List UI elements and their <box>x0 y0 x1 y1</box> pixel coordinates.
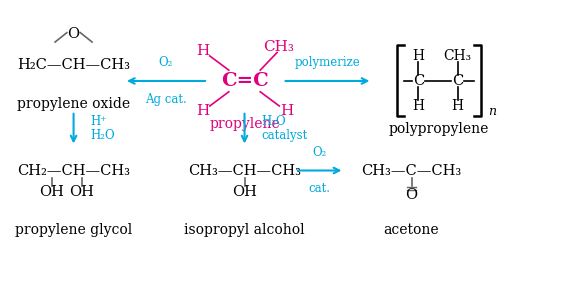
Text: O₂: O₂ <box>159 56 173 69</box>
Text: H: H <box>412 99 424 113</box>
Text: OH: OH <box>232 185 257 199</box>
Text: H: H <box>280 104 293 118</box>
Text: H₂O: H₂O <box>262 115 286 128</box>
Text: CH₃—CH—CH₃: CH₃—CH—CH₃ <box>188 164 301 177</box>
Text: propylene oxide: propylene oxide <box>17 97 130 111</box>
Text: Ag cat.: Ag cat. <box>145 93 187 106</box>
Text: isopropyl alcohol: isopropyl alcohol <box>184 223 305 237</box>
Text: polymerize: polymerize <box>295 56 360 69</box>
Text: H⁺: H⁺ <box>90 115 107 128</box>
Text: O: O <box>405 188 417 202</box>
Text: OH: OH <box>39 185 64 199</box>
Text: O: O <box>67 27 79 41</box>
Text: polypropylene: polypropylene <box>389 122 489 136</box>
Text: catalyst: catalyst <box>262 129 308 142</box>
Text: propylene: propylene <box>209 117 280 131</box>
Text: OH: OH <box>70 185 94 199</box>
Text: O₂: O₂ <box>312 146 327 158</box>
Text: CH₃: CH₃ <box>444 49 472 63</box>
Text: cat.: cat. <box>309 183 331 195</box>
Text: acetone: acetone <box>384 223 439 237</box>
Text: H: H <box>412 49 424 63</box>
Text: H₂C—CH—CH₃: H₂C—CH—CH₃ <box>17 58 130 72</box>
Text: propylene glycol: propylene glycol <box>15 223 132 237</box>
Text: H₂O: H₂O <box>90 129 115 142</box>
Text: CH₃: CH₃ <box>263 40 293 54</box>
Text: H: H <box>196 44 209 58</box>
Text: H: H <box>196 104 209 118</box>
Text: CH₃—C—CH₃: CH₃—C—CH₃ <box>361 164 462 177</box>
Text: C: C <box>413 74 424 88</box>
Text: C: C <box>452 74 463 88</box>
Text: CH₂—CH—CH₃: CH₂—CH—CH₃ <box>17 164 130 177</box>
Text: H: H <box>452 99 464 113</box>
Text: n: n <box>488 105 496 118</box>
Text: C=C: C=C <box>220 72 268 90</box>
